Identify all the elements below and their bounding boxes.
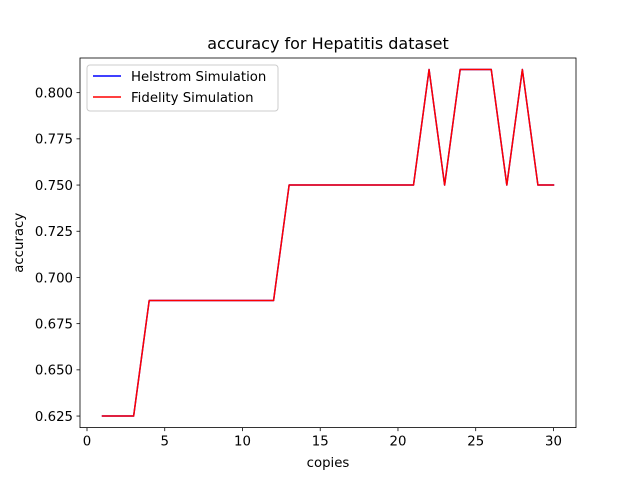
y-tick-label: 0.725 — [35, 225, 73, 240]
series-line-fidelity — [101, 68, 555, 417]
x-tick-label: 10 — [234, 435, 251, 450]
axes-frame — [79, 57, 577, 429]
y-tick-label: 0.700 — [35, 271, 73, 286]
x-tick-label: 0 — [83, 435, 91, 450]
y-axis-label: accuracy — [12, 213, 27, 273]
x-tick-label: 25 — [467, 435, 484, 450]
chart-title: accuracy for Hepatitis dataset — [207, 34, 449, 53]
x-tick-label: 5 — [161, 435, 169, 450]
y-tick-label: 0.625 — [35, 410, 73, 425]
series-lines — [101, 68, 555, 417]
x-tick-label: 15 — [312, 435, 329, 450]
x-axis-label: copies — [307, 456, 350, 471]
x-tick-label: 20 — [390, 435, 407, 450]
legend: Helstrom Simulation Fidelity Simulation — [86, 64, 279, 112]
y-tick-label: 0.750 — [35, 179, 73, 194]
x-tick-label: 30 — [545, 435, 562, 450]
x-axis-ticks: 0 5 10 15 20 25 30 — [83, 427, 562, 450]
legend-label-helstrom: Helstrom Simulation — [131, 70, 266, 85]
y-tick-label: 0.775 — [35, 133, 73, 148]
legend-box — [86, 64, 279, 112]
y-tick-label: 0.650 — [35, 364, 73, 379]
legend-label-fidelity: Fidelity Simulation — [131, 91, 254, 106]
series-line-helstrom — [101, 68, 555, 417]
y-tick-label: 0.675 — [35, 317, 73, 332]
y-axis-ticks: 0.625 0.650 0.675 0.700 0.725 0.750 0.775 0.800 — [35, 86, 80, 425]
y-tick-label: 0.800 — [35, 86, 73, 101]
